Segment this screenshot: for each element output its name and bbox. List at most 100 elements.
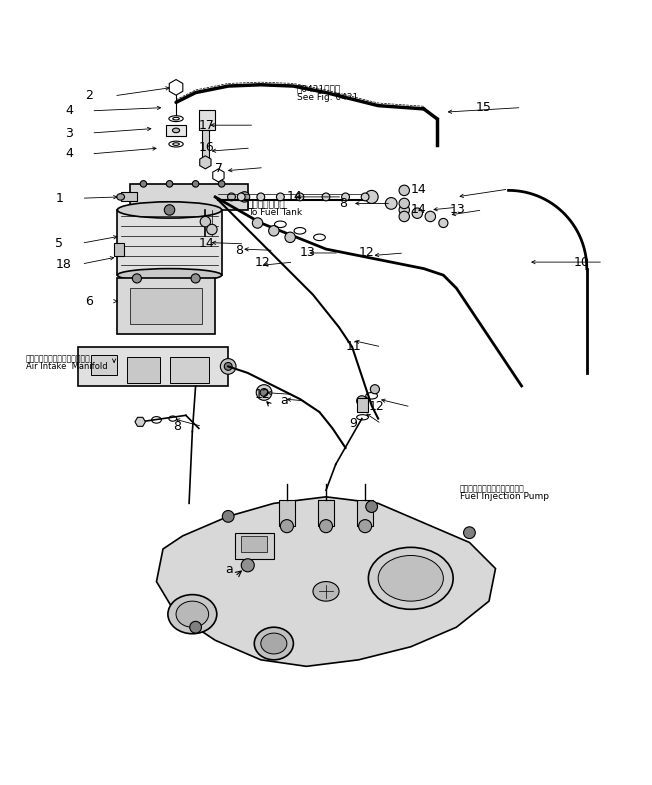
Circle shape: [190, 622, 201, 633]
Text: 8: 8: [339, 197, 347, 210]
Text: See Fig. 0421: See Fig. 0421: [297, 93, 358, 102]
Ellipse shape: [254, 627, 293, 660]
Circle shape: [366, 501, 378, 513]
Circle shape: [285, 232, 295, 243]
Bar: [318, 500, 334, 526]
Ellipse shape: [261, 633, 287, 654]
Text: 17: 17: [199, 119, 215, 132]
Circle shape: [276, 193, 284, 201]
Circle shape: [257, 193, 265, 201]
Polygon shape: [213, 169, 224, 182]
Text: 15: 15: [476, 101, 492, 114]
Polygon shape: [156, 497, 496, 666]
Text: 16: 16: [199, 141, 215, 154]
Text: 9: 9: [349, 418, 357, 430]
Circle shape: [166, 181, 173, 187]
Bar: [166, 125, 186, 137]
Circle shape: [164, 205, 175, 215]
Circle shape: [296, 193, 304, 201]
Circle shape: [464, 527, 475, 539]
Ellipse shape: [117, 194, 125, 200]
Text: 10: 10: [574, 256, 589, 268]
Bar: [127, 356, 160, 383]
Circle shape: [280, 520, 293, 533]
Text: 4: 4: [65, 148, 73, 160]
Text: Fuel Injection Pump: Fuel Injection Pump: [460, 492, 549, 502]
Text: Air Intake  Manifold: Air Intake Manifold: [26, 362, 108, 371]
Text: フェルタンクへ: フェルタンクへ: [248, 200, 286, 210]
Text: 12: 12: [254, 256, 270, 268]
Ellipse shape: [172, 128, 180, 133]
Ellipse shape: [176, 601, 209, 627]
Circle shape: [200, 217, 211, 227]
Text: 7: 7: [215, 162, 223, 175]
Circle shape: [132, 274, 141, 283]
Text: 13: 13: [300, 246, 316, 260]
Circle shape: [252, 217, 263, 228]
Circle shape: [241, 559, 254, 571]
Circle shape: [218, 181, 225, 187]
Text: 11: 11: [346, 341, 361, 353]
Polygon shape: [200, 156, 211, 169]
Bar: [117, 279, 215, 334]
Text: 13: 13: [450, 203, 466, 217]
Circle shape: [269, 225, 279, 236]
Circle shape: [191, 274, 200, 283]
Polygon shape: [130, 184, 248, 210]
Ellipse shape: [378, 556, 443, 601]
Text: エアーインテークマニホールド: エアーインテークマニホールド: [26, 354, 91, 363]
Text: 12: 12: [254, 388, 270, 401]
Bar: [241, 536, 267, 552]
Bar: [279, 500, 295, 526]
Text: To Fuel Tank: To Fuel Tank: [248, 208, 302, 217]
Ellipse shape: [117, 268, 222, 282]
Circle shape: [228, 193, 235, 201]
Bar: [130, 288, 202, 324]
Circle shape: [207, 225, 217, 235]
Ellipse shape: [168, 594, 216, 633]
Text: 12: 12: [368, 400, 384, 414]
Text: 1: 1: [55, 192, 63, 205]
Circle shape: [399, 185, 409, 195]
Circle shape: [192, 181, 199, 187]
Bar: [202, 130, 209, 162]
Bar: [357, 398, 368, 412]
Text: 14: 14: [199, 237, 215, 250]
Bar: [117, 210, 222, 275]
Circle shape: [399, 211, 409, 221]
Circle shape: [365, 191, 378, 203]
Circle shape: [412, 208, 422, 218]
Circle shape: [260, 389, 268, 396]
Bar: [121, 192, 137, 202]
Circle shape: [256, 385, 272, 400]
Text: a: a: [225, 564, 233, 576]
Circle shape: [237, 193, 245, 201]
Bar: [235, 533, 274, 559]
Text: 8: 8: [235, 244, 243, 257]
Ellipse shape: [117, 202, 222, 218]
Text: 14: 14: [287, 191, 303, 203]
Circle shape: [222, 510, 234, 522]
Circle shape: [322, 193, 330, 201]
Ellipse shape: [368, 547, 453, 609]
Circle shape: [399, 198, 409, 209]
Circle shape: [359, 520, 372, 533]
Text: 第0421図参照: 第0421図参照: [297, 85, 341, 94]
Circle shape: [342, 193, 349, 201]
Circle shape: [224, 363, 232, 371]
Text: 18: 18: [55, 257, 71, 271]
Polygon shape: [170, 79, 183, 95]
Circle shape: [385, 198, 397, 210]
Circle shape: [361, 193, 369, 201]
Bar: [114, 243, 124, 256]
Bar: [199, 110, 215, 130]
Circle shape: [399, 205, 409, 215]
Circle shape: [140, 181, 147, 187]
Bar: [170, 356, 209, 383]
Circle shape: [357, 396, 367, 406]
Polygon shape: [135, 418, 145, 426]
Circle shape: [370, 385, 379, 394]
Text: 2: 2: [85, 89, 93, 102]
Circle shape: [319, 520, 333, 533]
Bar: [91, 356, 117, 375]
